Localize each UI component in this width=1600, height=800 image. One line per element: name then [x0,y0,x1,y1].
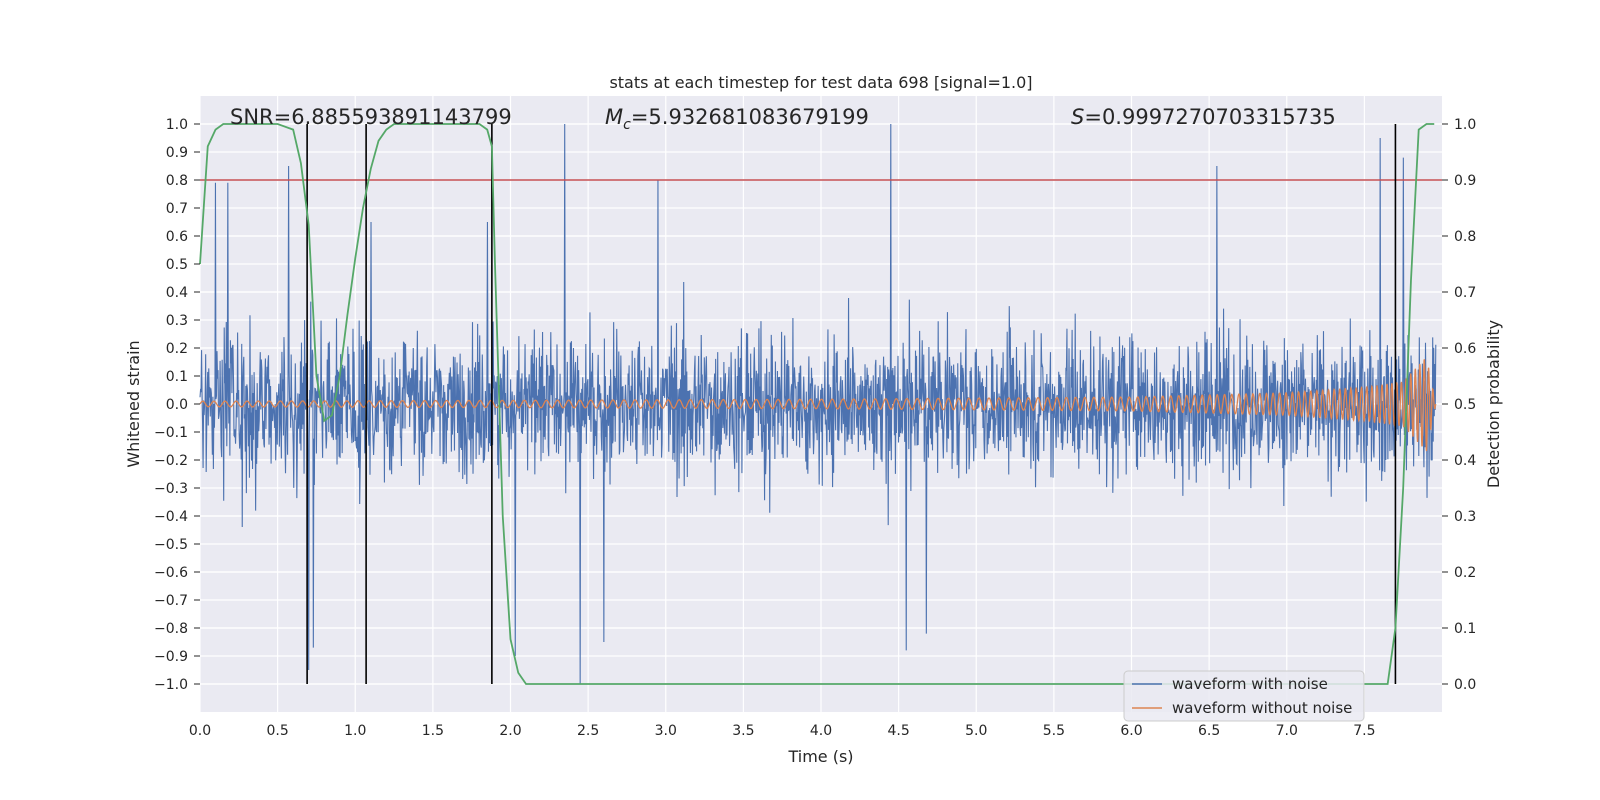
y2-tick-label: 0.0 [1454,677,1476,693]
score-annotation: S=0.9997270703315735 [1071,105,1336,129]
y2-tick-label: 0.2 [1454,565,1476,581]
y-tick-label: −0.3 [154,481,188,497]
score-symbol: S [1071,105,1084,129]
y-tick-label: 0.1 [166,369,188,385]
x-tick-label: 0.5 [266,723,288,739]
legend-label-clean: waveform without noise [1172,699,1352,717]
chirp-mass-symbol: M [605,105,623,129]
y-tick-label: −0.8 [154,621,188,637]
y-tick-label: 0.3 [166,313,188,329]
y2-tick-label: 0.8 [1454,229,1476,245]
x-tick-label: 0.0 [189,723,211,739]
y2-axis-label: Detection probability [1484,320,1503,488]
noise-waveform-line [199,123,1437,685]
y2-tick-label: 0.6 [1454,341,1476,357]
y-tick-label: −0.1 [154,425,188,441]
y-tick-label: −1.0 [154,677,188,693]
legend-label-noise: waveform with noise [1172,675,1328,693]
x-tick-label: 3.5 [732,723,754,739]
y-tick-label: −0.9 [154,649,188,665]
y-tick-label: 0.0 [166,397,188,413]
clean-waveform-line [199,359,1437,452]
y2-tick-label: 0.7 [1454,285,1476,301]
x-tick-layer: 0.0 0.5 1.0 1.5 2.0 2.5 3.0 3.5 4.0 4.5 5.0 5.5 6.0 6… [189,723,1376,739]
chirp-mass-annotation: Mc=5.932681083679199 [605,105,869,133]
y-tick-label: 0.8 [166,173,188,189]
y-tick-label: −0.6 [154,565,188,581]
y2-tick-label: 0.3 [1454,509,1476,525]
y2-tick-label: 0.1 [1454,621,1476,637]
chart-title: stats at each timestep for test data 698… [609,73,1032,92]
y-tick-label: −0.2 [154,453,188,469]
y-tick-label: 1.0 [166,117,188,133]
legend: waveform with noise waveform without noi… [1123,670,1365,722]
y-tick-label: 0.5 [166,257,188,273]
chirp-mass-subscript: c [623,117,631,133]
x-tick-label: 7.0 [1276,723,1298,739]
x-tick-label: 1.5 [422,723,444,739]
y-tick-label: −0.5 [154,537,188,553]
y-tick-label: −0.7 [154,593,188,609]
y-tick-label: 0.7 [166,201,188,217]
y2-tick-label: 0.5 [1454,397,1476,413]
y-tick-layer: 1.0 0.9 0.8 0.7 0.6 0.5 0.4 0.3 0.2 0.1 0.0 −0.1 −0.… [154,117,200,693]
x-tick-label: 6.5 [1198,723,1220,739]
x-tick-label: 4.5 [887,723,909,739]
y2-tick-layer: 1.0 0.9 0.8 0.7 0.6 0.5 0.4 0.3 0.2 0.1 0.0 [1442,117,1476,693]
chirp-mass-value: =5.932681083679199 [631,105,869,129]
x-tick-label: 5.5 [1043,723,1065,739]
legend-box [1123,670,1365,722]
score-value: =0.9997270703315735 [1084,105,1335,129]
y-tick-label: 0.6 [166,229,188,245]
y-tick-label: −0.4 [154,509,188,525]
y-tick-label: 0.4 [166,285,188,301]
x-tick-label: 7.5 [1353,723,1375,739]
snr-annotation: SNR=6.885593891143799 [230,105,512,129]
x-tick-label: 6.0 [1120,723,1142,739]
x-tick-label: 5.0 [965,723,987,739]
x-tick-label: 1.0 [344,723,366,739]
y2-tick-label: 0.9 [1454,173,1476,189]
y-axis-label: Whitened strain [124,340,143,467]
x-axis-label: Time (s) [787,747,853,766]
y2-tick-label: 1.0 [1454,117,1476,133]
x-tick-label: 3.0 [655,723,677,739]
x-tick-label: 4.0 [810,723,832,739]
y-tick-label: 0.9 [166,145,188,161]
x-tick-label: 2.0 [499,723,521,739]
y2-tick-label: 0.4 [1454,453,1476,469]
x-tick-label: 2.5 [577,723,599,739]
y-tick-label: 0.2 [166,341,188,357]
